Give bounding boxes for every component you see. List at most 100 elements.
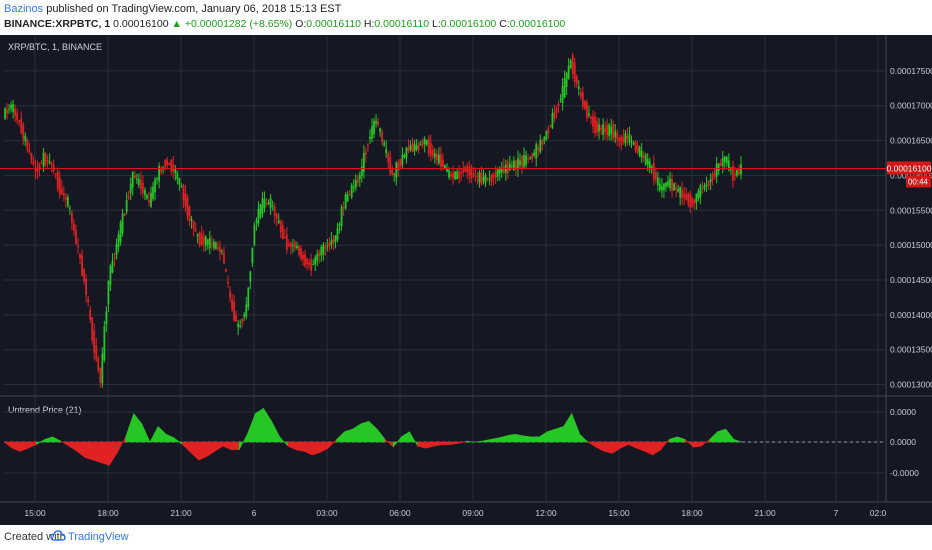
candle-body — [77, 245, 79, 248]
low-value: 0.00016100 — [440, 18, 497, 30]
candle-body — [300, 248, 302, 260]
candle-body — [332, 238, 335, 243]
candle-body — [656, 177, 659, 186]
candle-body — [462, 169, 465, 173]
time-tick-label: 6 — [252, 508, 257, 518]
candle-body — [123, 213, 126, 217]
candle-body — [144, 189, 146, 195]
candle-body — [16, 113, 19, 121]
candle-body — [470, 167, 473, 179]
indicator-area-segment — [579, 433, 589, 443]
candle-body — [604, 128, 607, 132]
candle-body — [727, 160, 730, 169]
candle-body — [403, 155, 406, 158]
high-value: 0.00016110 — [374, 18, 430, 30]
candle-body — [427, 138, 430, 154]
candle-body — [107, 281, 110, 305]
candle-body — [596, 121, 598, 133]
candle-body — [127, 196, 130, 199]
candle-body — [740, 164, 742, 175]
author-link[interactable]: Bazinos — [4, 3, 44, 15]
indicator-area-segment — [530, 436, 540, 443]
candle-body — [731, 165, 734, 181]
candle-body — [93, 330, 96, 353]
indicator-area-segment — [344, 428, 353, 443]
price-tick-label: 0.00014000 — [890, 310, 932, 320]
candle-body — [10, 105, 12, 109]
candle-body — [346, 194, 349, 202]
candle-body — [348, 194, 351, 196]
candle-body — [397, 162, 400, 171]
candle-body — [433, 153, 436, 158]
candle-body — [448, 170, 450, 178]
candle-body — [460, 172, 463, 174]
candle-body — [502, 166, 505, 174]
chart-area[interactable]: 0.00017500 0.00017000 0.00016500 0.00016000… — [0, 35, 932, 525]
candle-body — [555, 107, 558, 113]
candle-body — [719, 163, 722, 166]
candle-body — [146, 194, 148, 199]
candle-body — [296, 245, 298, 248]
candle-body — [285, 234, 288, 251]
indicator-tick-label: -0.0000 — [890, 468, 919, 478]
candle-body — [387, 153, 390, 163]
candle-body — [705, 184, 708, 186]
candle-body — [435, 154, 438, 161]
candle-body — [695, 193, 698, 203]
candle-body — [164, 159, 167, 167]
candle-body — [715, 163, 718, 177]
candle-body — [166, 159, 169, 165]
candle-body — [638, 146, 641, 156]
indicator-area-segment — [547, 428, 556, 443]
price-tick-label: 0.00013500 — [890, 345, 932, 355]
candle-body — [543, 137, 546, 141]
candle-body — [468, 166, 471, 176]
candle-body — [125, 200, 128, 212]
candle-body — [6, 109, 8, 114]
candle-body — [452, 172, 454, 179]
candle-body — [322, 244, 325, 255]
price-tick-label: 0.00013000 — [890, 380, 932, 390]
chart-canvas[interactable]: 0.00017500 0.00017000 0.00016500 0.00016000… — [0, 35, 932, 525]
candle-body — [352, 187, 355, 189]
candle-body — [652, 162, 655, 180]
candle-body — [50, 163, 53, 165]
candle-body — [150, 192, 152, 207]
candle-body — [239, 325, 242, 327]
publication-line: Bazinos published on TradingView.com, Ja… — [4, 3, 341, 15]
candle-body — [442, 159, 444, 167]
tradingview-brand[interactable]: TradingView — [68, 531, 129, 543]
candle-body — [409, 145, 412, 150]
candle-body — [646, 159, 649, 165]
candle-body — [328, 242, 331, 247]
candle-body — [466, 166, 469, 173]
candle-body — [178, 178, 181, 185]
candle-body — [141, 182, 144, 194]
candle-body — [592, 116, 594, 127]
candle-body — [425, 140, 428, 145]
candle-body — [172, 163, 175, 172]
candle-body — [137, 178, 140, 186]
candle-body — [527, 158, 530, 160]
time-tick-label: 06:00 — [389, 508, 411, 518]
candle-body — [336, 227, 339, 240]
candle-body — [62, 193, 65, 196]
last-price-label: 0.00016100 — [887, 163, 932, 173]
candle-body — [478, 172, 481, 183]
candle-body — [689, 193, 692, 208]
candle-body — [79, 254, 81, 258]
candle-body — [168, 163, 171, 166]
open-value: 0.00016110 — [306, 18, 361, 30]
candle-body — [553, 112, 556, 119]
indicator-area-segment — [92, 441, 102, 464]
candle-body — [608, 124, 611, 136]
candle-body — [4, 108, 6, 119]
last-price: 0.00016100 — [110, 18, 169, 30]
candle-body — [219, 246, 221, 253]
candle-body — [490, 174, 493, 182]
candle-body — [630, 140, 633, 142]
indicator-area-segment — [295, 441, 305, 452]
publication-header: Bazinos published on TradingView.com, Ja… — [0, 0, 932, 34]
indicator-pane-title: Untrend Price (21) — [8, 405, 82, 415]
candle-body — [440, 154, 442, 167]
